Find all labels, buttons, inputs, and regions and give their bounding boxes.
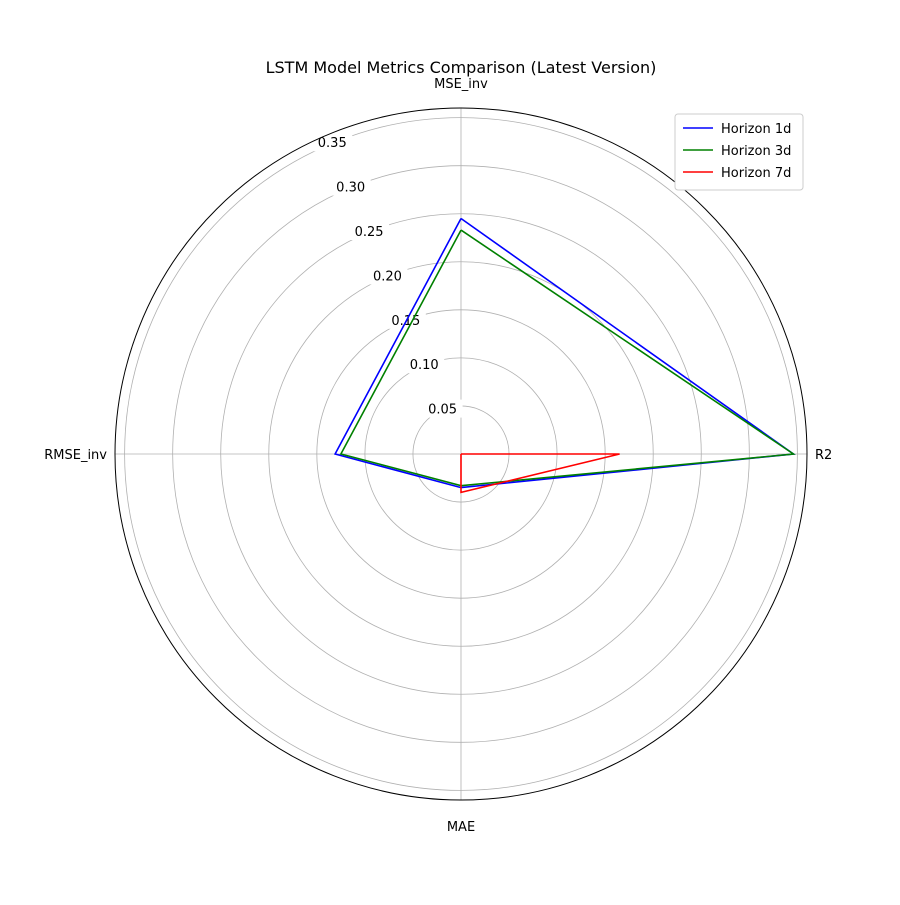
tick-bg-0 bbox=[422, 399, 463, 418]
axis-label-3: RMSE_inv bbox=[44, 448, 107, 463]
tick-bg-6 bbox=[312, 133, 353, 152]
tick-bg-5 bbox=[330, 177, 371, 196]
r-tick-label-0: 0.05 bbox=[428, 403, 457, 418]
tick-bg-1 bbox=[404, 355, 445, 374]
series-line-2 bbox=[460, 453, 620, 494]
legend-label-1: Horizon 3d bbox=[721, 144, 791, 159]
tick-bg-3 bbox=[367, 266, 408, 285]
polar-frame bbox=[114, 107, 808, 801]
axis-label-2: MAE bbox=[447, 820, 475, 835]
axis-label-1: R2 bbox=[815, 448, 832, 463]
series-lines bbox=[333, 217, 796, 494]
legend: Horizon 1d Horizon 3d Horizon 7d bbox=[674, 113, 804, 191]
legend-box bbox=[674, 113, 804, 191]
r-tick-label-3: 0.20 bbox=[373, 269, 402, 284]
axis-label-0: MSE_inv bbox=[434, 77, 488, 92]
r-tick-label-5: 0.30 bbox=[336, 181, 365, 196]
tick-bg-4 bbox=[349, 222, 390, 241]
polar-grid: 0.050.100.150.200.250.300.35 bbox=[115, 108, 807, 800]
legend-label-2: Horizon 7d bbox=[721, 166, 791, 181]
r-tick-label-1: 0.10 bbox=[410, 358, 439, 373]
legend-label-0: Horizon 1d bbox=[721, 122, 791, 137]
axis-labels: MSE_inv R2 MAE RMSE_inv bbox=[44, 77, 832, 835]
r-tick-label-6: 0.35 bbox=[318, 136, 347, 151]
r-tick-label-4: 0.25 bbox=[355, 225, 384, 240]
chart-title: LSTM Model Metrics Comparison (Latest Ve… bbox=[266, 58, 657, 77]
